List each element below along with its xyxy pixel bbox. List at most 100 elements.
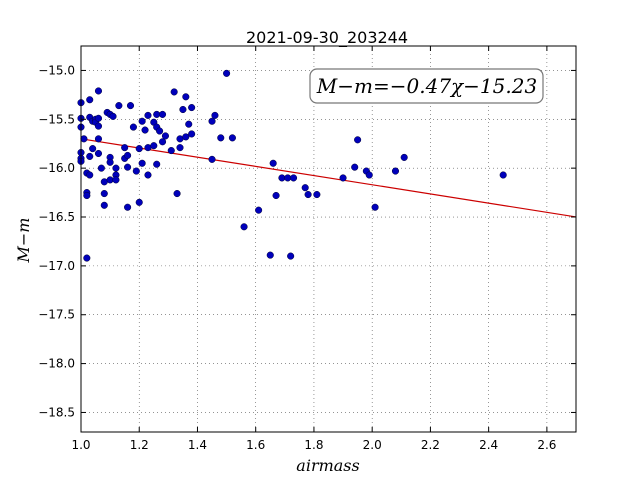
data-point — [339, 174, 347, 182]
data-point — [313, 190, 321, 199]
y-tick-labels: −15.0 −15.5 −16.0 −16.5 −17.0 −17.5 −18.0 −18.5 — [38, 63, 75, 419]
x-tick-label: 1.8 — [304, 438, 323, 452]
fit-equation-annotation: M−m=−0.47χ−15.23 — [309, 68, 544, 104]
data-point — [223, 69, 231, 77]
annotation-box — [309, 68, 544, 104]
data-point — [80, 135, 88, 143]
data-point — [94, 135, 103, 143]
data-point — [354, 136, 362, 144]
data-point — [211, 111, 219, 119]
y-tick-label: −18.5 — [38, 405, 75, 419]
data-point — [124, 203, 132, 211]
data-point — [371, 203, 379, 211]
data-point — [301, 184, 309, 192]
data-point — [266, 251, 274, 259]
data-point — [167, 147, 175, 155]
data-point — [156, 127, 164, 135]
data-point — [228, 134, 236, 142]
annotation-text: M−m=−0.47χ−15.23 — [316, 74, 537, 98]
data-point — [94, 122, 103, 130]
data-point — [208, 117, 216, 125]
data-point — [86, 96, 94, 104]
data-point — [138, 159, 146, 167]
y-tick-label: −15.5 — [38, 112, 75, 126]
data-point — [83, 191, 91, 200]
data-point — [153, 160, 161, 168]
y-tick-label: −17.5 — [38, 308, 75, 322]
data-point — [365, 171, 373, 179]
data-point — [150, 142, 158, 150]
data-point — [144, 171, 152, 179]
data-point — [129, 123, 137, 131]
data-point — [499, 171, 507, 179]
y-tick-label: −16.0 — [38, 161, 75, 175]
data-point — [144, 111, 152, 119]
y-tick-label: −17.0 — [38, 259, 75, 273]
data-point — [161, 132, 169, 140]
data-point — [269, 159, 277, 167]
data-point — [86, 171, 94, 179]
data-point — [138, 117, 146, 125]
data-point — [89, 145, 97, 153]
data-point — [185, 120, 193, 128]
data-point — [158, 110, 167, 118]
data-point — [217, 134, 225, 142]
data-point — [208, 155, 216, 163]
chart-title: 2021-09-30_203244 — [246, 28, 408, 48]
data-point — [400, 153, 408, 161]
data-point — [83, 254, 91, 262]
data-point — [109, 112, 117, 120]
plot-area — [80, 45, 577, 433]
data-point — [121, 144, 129, 152]
data-point — [188, 130, 196, 138]
ticks — [80, 46, 576, 432]
data-point — [100, 190, 108, 198]
data-point — [170, 88, 178, 96]
data-point — [182, 133, 190, 141]
x-tick-label: 1.2 — [130, 438, 149, 452]
fit-line-layer — [80, 138, 577, 218]
data-point — [94, 149, 103, 158]
data-point — [124, 151, 132, 159]
data-point — [188, 104, 196, 112]
data-point — [173, 190, 181, 198]
x-axis-label: airmass — [296, 456, 359, 475]
data-point — [141, 126, 149, 134]
data-point — [106, 158, 114, 166]
y-tick-label: −16.5 — [38, 210, 75, 224]
x-tick-label: 1.6 — [246, 438, 265, 452]
data-point — [97, 164, 105, 172]
data-point — [272, 191, 280, 200]
data-point — [112, 164, 120, 172]
data-point — [132, 167, 140, 175]
data-point — [287, 252, 295, 260]
scatter-points — [77, 69, 507, 262]
data-point — [304, 190, 312, 199]
data-point — [126, 102, 135, 110]
x-tick-label: 1.4 — [188, 438, 207, 452]
x-tick-label: 2.6 — [537, 438, 556, 452]
data-point — [351, 163, 359, 171]
data-point — [112, 176, 120, 184]
data-point — [240, 223, 248, 231]
y-tick-label: −18.0 — [38, 357, 75, 371]
data-point — [290, 174, 298, 182]
x-tick-labels: 1.0 1.2 1.4 1.6 1.8 2.0 2.2 2.4 2.6 — [71, 438, 556, 452]
data-point — [100, 201, 108, 209]
data-point — [255, 206, 263, 214]
data-point — [182, 93, 190, 101]
data-point — [94, 114, 103, 122]
data-point — [124, 163, 132, 171]
x-tick-label: 1.0 — [71, 438, 90, 452]
data-point — [179, 105, 187, 114]
data-point — [94, 87, 103, 95]
data-point — [115, 102, 123, 110]
data-point — [158, 138, 167, 146]
y-axis-label: M−m — [14, 218, 33, 264]
data-point — [391, 167, 400, 175]
x-tick-label: 2.2 — [421, 438, 440, 452]
fit-line — [80, 138, 577, 218]
data-point — [176, 144, 184, 152]
data-point — [86, 152, 94, 160]
